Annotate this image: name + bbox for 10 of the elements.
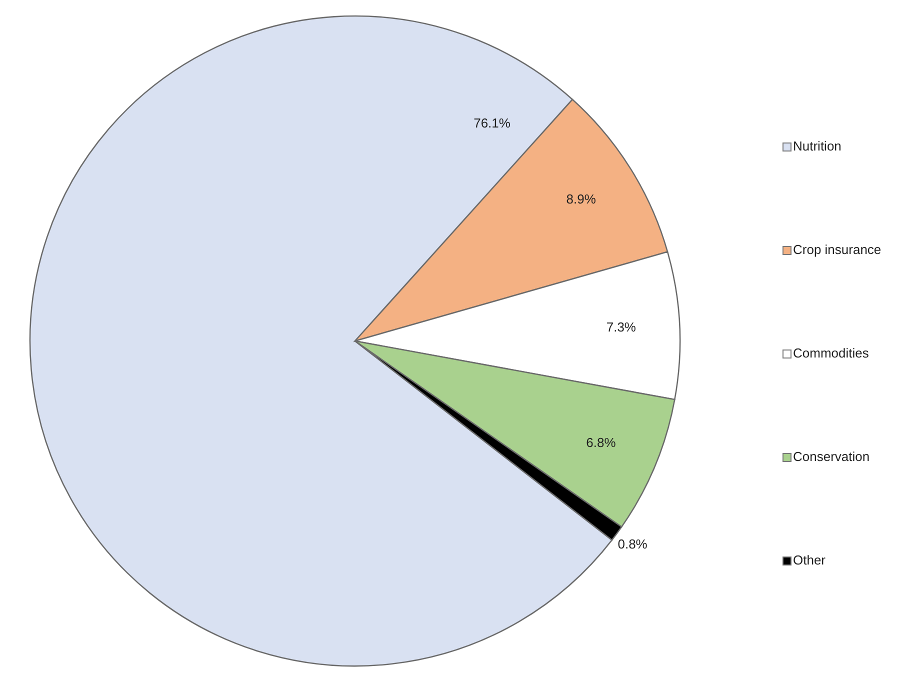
legend-label: Crop insurance (793, 242, 882, 257)
legend-label: Other (793, 552, 826, 568)
legend-label: Commodities (793, 345, 870, 360)
legend-label: Conservation (793, 448, 870, 464)
data-label: 76.1% (474, 115, 511, 130)
data-label: 7.3% (606, 320, 636, 335)
data-label: 6.8% (586, 434, 616, 450)
legend-label: Nutrition (793, 138, 842, 154)
data-label: 8.9% (566, 191, 596, 206)
data-label: 0.8% (618, 536, 648, 552)
